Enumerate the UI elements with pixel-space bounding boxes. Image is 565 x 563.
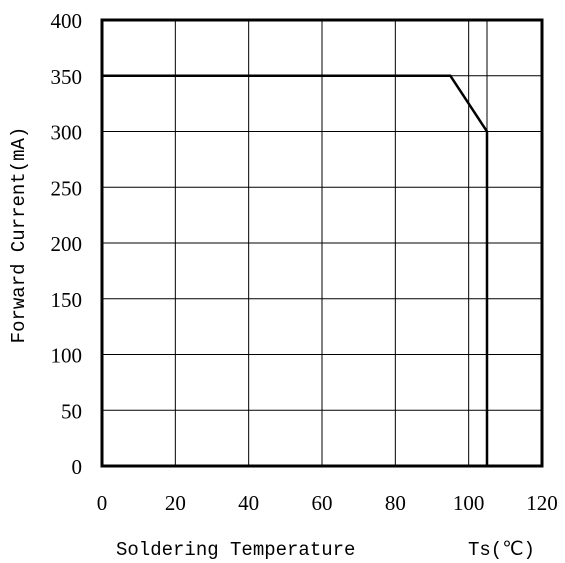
- x-tick-label: 80: [385, 491, 406, 515]
- x-axis-unit: Ts(℃): [468, 539, 535, 561]
- y-tick-labels: 0 50 100 150 200 250 300 350 400: [51, 9, 83, 479]
- y-tick-label: 400: [51, 9, 83, 33]
- y-tick-label: 200: [51, 232, 83, 256]
- series-line-0: [102, 74, 489, 466]
- y-axis-title: Forward Current(mA): [8, 127, 30, 344]
- series-layer: [102, 74, 489, 466]
- plot-frame: [100, 18, 544, 468]
- y-tick-label: 350: [51, 65, 83, 89]
- x-tick-label: 40: [238, 491, 259, 515]
- x-tick-label: 20: [165, 491, 186, 515]
- y-tick-label: 50: [61, 399, 82, 423]
- grid-lines: [102, 20, 542, 466]
- x-tick-labels: 0 20 40 60 80 100 120: [97, 491, 558, 515]
- y-tick-label: 0: [72, 455, 83, 479]
- x-tick-label: 120: [526, 491, 558, 515]
- y-tick-label: 150: [51, 288, 83, 312]
- y-tick-label: 250: [51, 176, 83, 200]
- x-tick-label: 0: [97, 491, 108, 515]
- x-tick-label: 60: [312, 491, 333, 515]
- y-tick-label: 300: [51, 121, 83, 145]
- x-tick-label: 100: [453, 491, 485, 515]
- x-axis-title: Soldering Temperature: [116, 539, 355, 561]
- y-tick-label: 100: [51, 344, 83, 368]
